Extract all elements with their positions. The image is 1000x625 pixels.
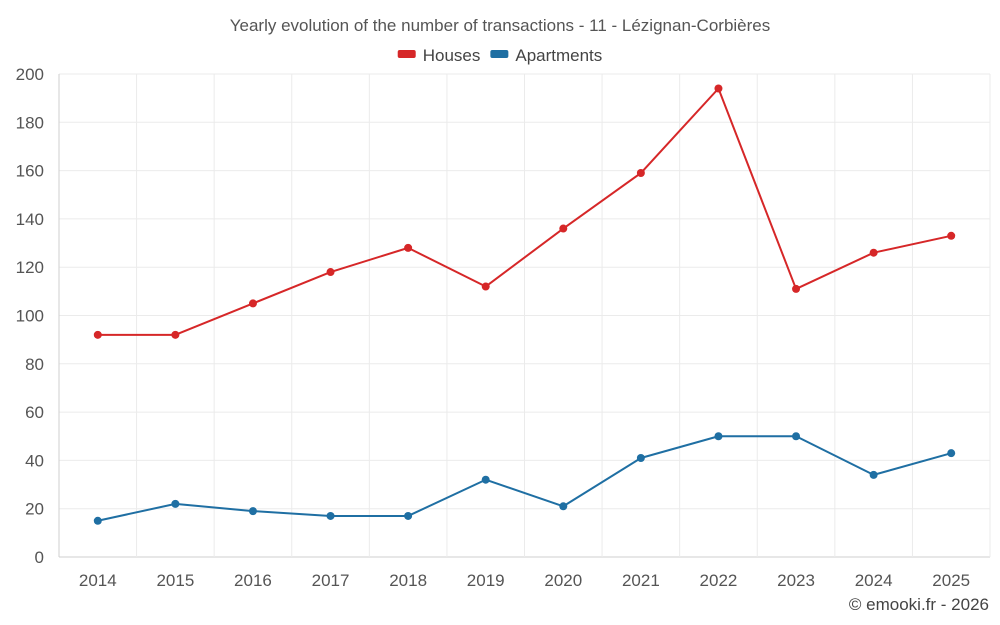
data-point-apartments[interactable] <box>636 453 645 462</box>
legend-item-apartments[interactable]: Apartments <box>490 46 602 65</box>
y-tick-label: 120 <box>16 258 44 277</box>
chart-title: Yearly evolution of the number of transa… <box>230 16 771 35</box>
data-point-houses[interactable] <box>792 284 801 293</box>
series-houses <box>93 84 956 339</box>
x-axis: 2014 2015 2016 2017 2018 2019 2020 2021 2022 2023… <box>79 571 970 590</box>
data-point-apartments[interactable] <box>171 499 180 508</box>
data-point-houses[interactable] <box>93 330 102 339</box>
series-line-apartments <box>97 435 952 522</box>
data-point-apartments[interactable] <box>404 511 413 520</box>
legend-item-houses[interactable]: Houses <box>397 46 481 65</box>
x-tick-label: 2018 <box>389 571 427 590</box>
x-tick-label: 2024 <box>855 571 893 590</box>
x-tick-label: 2023 <box>777 571 815 590</box>
y-tick-label: 40 <box>25 451 44 470</box>
x-tick-label: 2020 <box>544 571 582 590</box>
data-point-houses[interactable] <box>404 243 413 252</box>
series-line-houses <box>97 87 952 336</box>
data-point-houses[interactable] <box>636 169 645 178</box>
y-tick-label: 200 <box>16 65 44 84</box>
x-tick-label: 2021 <box>622 571 660 590</box>
data-point-apartments[interactable] <box>481 475 490 484</box>
data-point-houses[interactable] <box>559 224 568 233</box>
credit-text: © emooki.fr - 2026 <box>849 595 989 614</box>
data-point-apartments[interactable] <box>248 507 257 516</box>
x-tick-label: 2019 <box>467 571 505 590</box>
y-tick-label: 80 <box>25 355 44 374</box>
y-tick-label: 160 <box>16 162 44 181</box>
y-tick-label: 100 <box>16 307 44 326</box>
legend-swatch <box>490 50 509 58</box>
data-point-apartments[interactable] <box>947 449 956 458</box>
data-point-apartments[interactable] <box>714 432 723 441</box>
data-point-houses[interactable] <box>714 84 723 93</box>
legend-label: Apartments <box>515 46 602 65</box>
data-point-houses[interactable] <box>869 248 878 257</box>
data-point-houses[interactable] <box>481 282 490 291</box>
legend-label: Houses <box>423 46 481 65</box>
x-tick-label: 2025 <box>932 571 970 590</box>
x-tick-label: 2015 <box>156 571 194 590</box>
y-tick-label: 20 <box>25 500 44 519</box>
series <box>93 84 956 525</box>
data-point-apartments[interactable] <box>559 502 568 511</box>
data-point-houses[interactable] <box>947 231 956 240</box>
legend: Houses Apartments <box>397 46 602 65</box>
legend-swatch <box>397 50 416 58</box>
data-point-houses[interactable] <box>248 299 257 308</box>
y-tick-label: 180 <box>16 113 44 132</box>
data-point-apartments[interactable] <box>93 516 102 525</box>
x-tick-label: 2022 <box>700 571 738 590</box>
y-tick-label: 140 <box>16 210 44 229</box>
data-point-houses[interactable] <box>171 330 180 339</box>
data-point-apartments[interactable] <box>326 511 335 520</box>
data-point-apartments[interactable] <box>792 432 801 441</box>
y-tick-label: 60 <box>25 403 44 422</box>
x-tick-label: 2014 <box>79 571 117 590</box>
x-tick-label: 2016 <box>234 571 272 590</box>
y-axis: 0 20 40 60 80 100 120 140 160 180 200 <box>16 65 44 567</box>
x-tick-label: 2017 <box>312 571 350 590</box>
y-tick-label: 0 <box>35 548 44 567</box>
grid <box>58 73 991 558</box>
data-point-apartments[interactable] <box>869 470 878 479</box>
series-apartments <box>93 432 956 525</box>
data-point-houses[interactable] <box>326 268 335 277</box>
